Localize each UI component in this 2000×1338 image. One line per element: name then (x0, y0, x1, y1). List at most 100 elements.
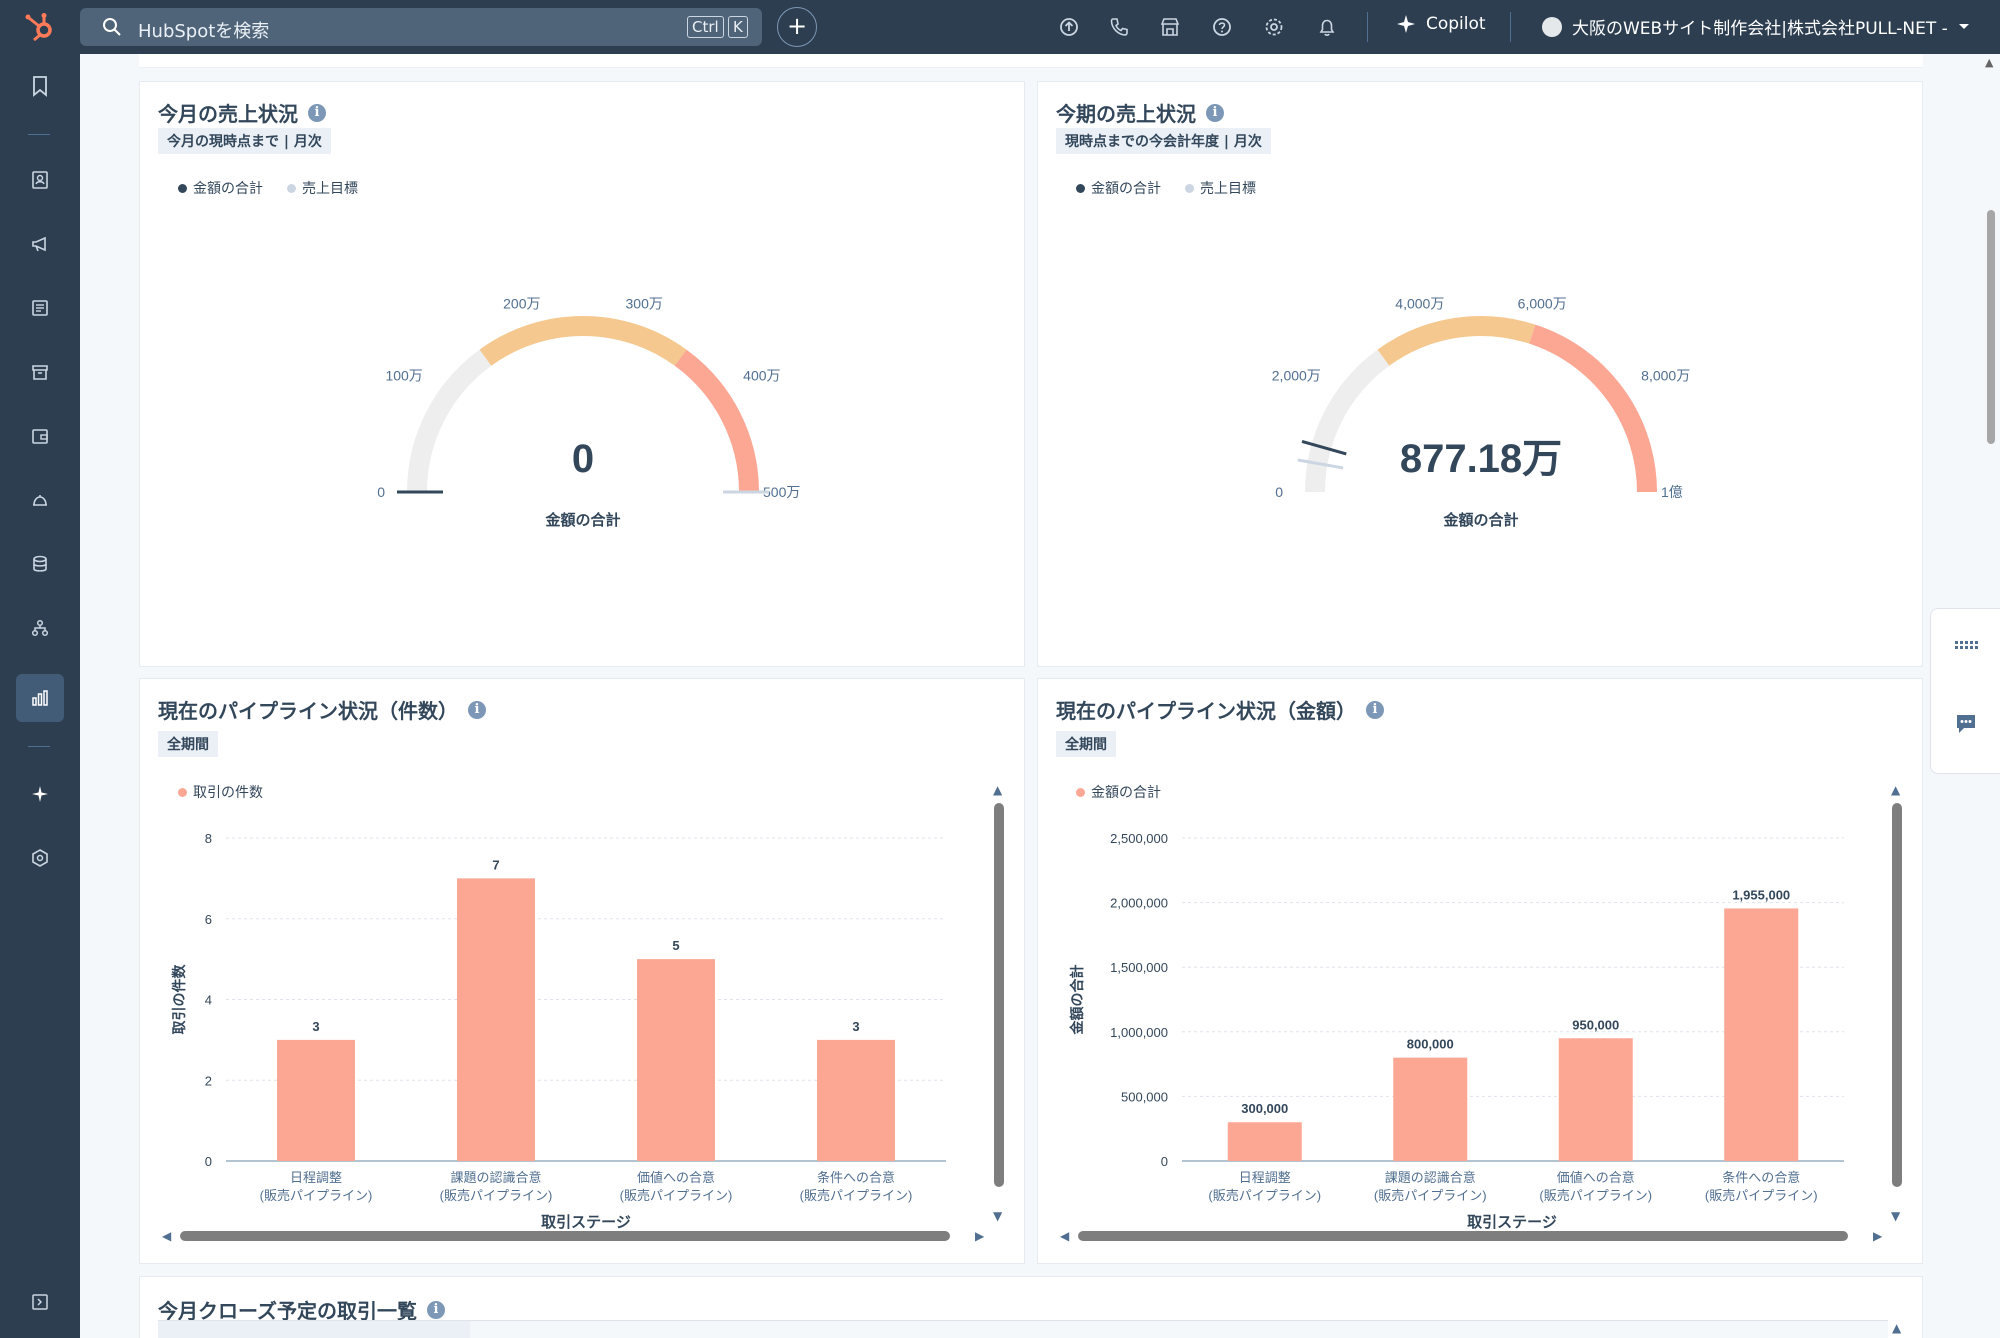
report-title: 今月クローズ予定の取引一覧 i (158, 1295, 445, 1324)
scroll-left-arrow[interactable]: ◀ (162, 1229, 172, 1243)
database-icon (33, 555, 47, 572)
nav-contacts[interactable] (16, 156, 64, 204)
apps-grid-icon[interactable] (1953, 631, 1979, 657)
bar-value-label: 950,000 (1572, 1017, 1619, 1032)
date-range-tag: 全期間 (158, 731, 218, 757)
scroll-up-arrow[interactable]: ▲ (993, 783, 1003, 797)
nav-commerce[interactable] (16, 348, 64, 396)
scroll-right-arrow[interactable]: ▶ (1873, 1229, 1883, 1243)
upgrade-icon[interactable] (1058, 16, 1080, 38)
account-name: 大阪のWEBサイト制作会社|株式会社PULL-NET - (1572, 19, 1948, 39)
commerce-icon (32, 365, 48, 380)
info-icon[interactable]: i (1206, 103, 1224, 122)
bar[interactable] (637, 959, 715, 1161)
report-title: 今期の売上状況 i (1056, 98, 1224, 127)
bar-value-label: 5 (672, 938, 679, 953)
report-title-text: 現在のパイプライン状況（金額） (1056, 699, 1356, 723)
gauge-tick-label: 200万 (503, 296, 540, 312)
info-icon[interactable]: i (468, 700, 486, 719)
horizontal-scrollbar[interactable] (1078, 1231, 1848, 1241)
create-new-button[interactable]: + (777, 7, 817, 47)
info-icon[interactable]: i (427, 1300, 445, 1319)
copilot-label: Copilot (1426, 14, 1486, 34)
bar[interactable] (457, 878, 535, 1161)
hubspot-logo-icon[interactable] (22, 12, 58, 42)
account-menu[interactable]: 大阪のWEBサイト制作会社|株式会社PULL-NET - (1542, 14, 1970, 39)
info-icon[interactable]: i (308, 103, 326, 122)
scroll-down-arrow[interactable]: ▼ (993, 1209, 1003, 1223)
vertical-scrollbar[interactable] (994, 803, 1004, 1187)
scroll-up-arrow[interactable]: ▲ (1891, 783, 1901, 797)
scroll-left-arrow[interactable]: ◀ (1060, 1229, 1070, 1243)
report-card-closing-deals: 今月クローズ予定の取引一覧 i ▲ (139, 1276, 1923, 1338)
bar-value-label: 3 (852, 1019, 859, 1034)
settings-gear-icon[interactable] (1263, 16, 1285, 38)
vertical-scrollbar[interactable] (1892, 803, 1902, 1187)
gauge-value: 0 (572, 437, 594, 481)
x-tick-label: 日程調整 (290, 1170, 342, 1185)
phone-icon[interactable] (1108, 16, 1130, 38)
gauge-tick-label: 0 (377, 484, 385, 500)
x-tick-label-line2: (販売パイプライン) (440, 1188, 553, 1203)
bar[interactable] (277, 1039, 355, 1161)
copilot-button[interactable]: Copilot (1396, 14, 1486, 34)
nav-bookmarks[interactable] (16, 62, 64, 110)
scroll-down-arrow[interactable]: ▼ (1891, 1209, 1901, 1223)
horizontal-scrollbar[interactable] (180, 1231, 950, 1241)
gauge-tick-label: 1億 (1661, 484, 1683, 500)
legend-item-total[interactable]: 金額の合計 (178, 178, 263, 198)
gauge-band-mid (479, 316, 687, 366)
gauge-tick-label: 4,000万 (1395, 296, 1444, 312)
left-sidebar (0, 54, 80, 1338)
report-card-pipeline-amount: 現在のパイプライン状況（金額） i 全期間 金額の合計 0 500,000 1,00… (1037, 678, 1923, 1264)
report-card-fiscal-sales: 今期の売上状況 i 現時点までの今会計年度 | 月次 金額の合計 売上目標 0 2… (1037, 81, 1923, 667)
scroll-right-arrow[interactable]: ▶ (975, 1229, 985, 1243)
gauge-tick-label: 300万 (626, 296, 663, 312)
nav-divider (28, 134, 50, 135)
nav-marketing[interactable] (16, 220, 64, 268)
gauge-band-high (1529, 324, 1657, 493)
nav-sales[interactable] (16, 412, 64, 460)
legend-item-deal-count[interactable]: 取引の件数 (178, 782, 263, 802)
bar[interactable] (1724, 908, 1799, 1161)
y-tick-label: 0 (205, 1154, 212, 1169)
gauge-tick-label: 0 (1275, 484, 1283, 500)
report-title-text: 今月の売上状況 (158, 102, 298, 126)
legend-item-target[interactable]: 売上目標 (287, 178, 358, 198)
bar[interactable] (1227, 1122, 1302, 1161)
page-scrollbar[interactable] (1987, 210, 1995, 444)
page-scroll-up-arrow[interactable]: ▲ (1985, 56, 1994, 69)
bar[interactable] (817, 1039, 895, 1161)
y-axis-label: 金額の合計 (1069, 965, 1085, 1036)
gauge-band-low (407, 349, 492, 493)
nav-reporting[interactable] (16, 674, 64, 722)
nav-data-management[interactable] (16, 540, 64, 588)
hexagon-settings-icon (32, 849, 48, 867)
gauge-band-mid (1377, 316, 1536, 366)
nav-breeze-ai[interactable] (16, 770, 64, 818)
legend-item-total[interactable]: 金額の合計 (1076, 178, 1161, 198)
notifications-bell-icon[interactable] (1316, 16, 1338, 38)
info-icon[interactable]: i (1366, 700, 1384, 719)
bar[interactable] (1393, 1057, 1468, 1161)
legend-item-amount-total[interactable]: 金額の合計 (1076, 782, 1161, 802)
y-tick-label: 1,000,000 (1110, 1025, 1168, 1040)
nav-service[interactable] (16, 476, 64, 524)
help-icon[interactable] (1211, 16, 1233, 38)
nav-content[interactable] (16, 284, 64, 332)
scroll-up-arrow[interactable]: ▲ (1892, 1321, 1902, 1335)
chart-legend: 金額の合計 売上目標 (1076, 178, 1256, 198)
megaphone-icon (32, 236, 46, 252)
nav-app-settings[interactable] (16, 834, 64, 882)
table-header-row (158, 1320, 1888, 1338)
search-input[interactable]: HubSpotを検索 Ctrl K (80, 8, 762, 46)
marketplace-icon[interactable] (1159, 16, 1181, 38)
bar[interactable] (1558, 1038, 1633, 1161)
x-tick-label: 価値への合意 (637, 1170, 715, 1185)
legend-item-target[interactable]: 売上目標 (1185, 178, 1256, 198)
gauge-tick-label: 100万 (385, 368, 422, 384)
chat-icon[interactable] (1953, 711, 1979, 737)
gauge-tick-label: 2,000万 (1272, 368, 1321, 384)
nav-automation[interactable] (16, 604, 64, 652)
nav-expand-sidebar[interactable] (16, 1278, 64, 1326)
